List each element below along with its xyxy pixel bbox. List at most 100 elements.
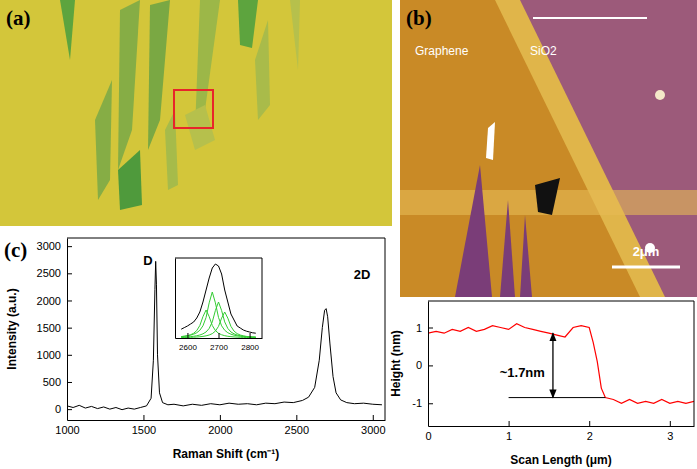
flake (455, 165, 492, 297)
substrate-region (505, 0, 697, 297)
frame (262, 258, 263, 338)
tick-label: 2700 (210, 343, 228, 352)
tick-mark (67, 273, 72, 274)
tick-mark (67, 246, 72, 247)
tick-mark (219, 333, 220, 338)
height-profile-chart: 0123-101Scan Length (μm)Height (nm)~1.7n… (389, 301, 695, 467)
tick: 500 (43, 376, 72, 388)
data-line (181, 312, 256, 338)
flake (165, 110, 178, 190)
tick: 3 (667, 421, 673, 442)
data-line (181, 264, 256, 333)
tick: 2 (587, 421, 593, 442)
region-label: SiO2 (530, 44, 557, 58)
flake (60, 0, 75, 60)
tick-label: 2000 (37, 294, 61, 306)
tick-mark (428, 365, 433, 366)
raman-inset: 2600 2700 2800 (175, 258, 263, 352)
tick-mark (250, 333, 251, 338)
axis-title: Intensity (a.u.) (5, 288, 19, 369)
tick-label: 0 (425, 430, 431, 442)
tick-mark (67, 300, 72, 301)
frame (175, 258, 262, 259)
axis: 2600 2700 2800 (176, 333, 263, 352)
tick-label: 3000 (37, 240, 61, 252)
tick: 2800 (241, 333, 259, 352)
tick-label: 0 (416, 359, 422, 371)
tick-label: 1000 (55, 424, 79, 436)
tick-label: 500 (43, 376, 61, 388)
flake (290, 0, 300, 70)
data-line (181, 302, 256, 337)
tick: 1500 (37, 322, 72, 334)
tick: 2700 (210, 333, 228, 352)
tick-label: 2000 (208, 424, 232, 436)
image-background (400, 0, 697, 297)
tick-mark (143, 415, 144, 420)
tick: 0 (416, 359, 433, 371)
tick-mark (67, 355, 72, 356)
axis: -1 0 1 (412, 302, 433, 427)
panel-label: (c) (4, 238, 27, 262)
tick-mark (428, 328, 433, 329)
axis-line (175, 259, 176, 339)
image-background (0, 0, 392, 226)
flake (118, 150, 142, 210)
particle (486, 122, 495, 160)
frame (694, 301, 695, 426)
tick-label: 0 (55, 403, 61, 415)
region-label: Graphene (415, 44, 469, 58)
tick: 0 (55, 403, 72, 415)
flake (95, 80, 112, 200)
panel-label: (b) (406, 6, 432, 30)
tick-label: 2 (587, 430, 593, 442)
panel-label: (a) (6, 6, 31, 30)
axis: 1000 1500 2000 2500 3000 (55, 415, 385, 436)
tick-mark (296, 415, 297, 420)
tick-mark (670, 421, 671, 426)
tick: 1 (506, 421, 512, 442)
annotation: 2D (354, 267, 371, 282)
axis: 0 500 1000 1500 2000 2500 3000 (37, 239, 72, 421)
tick-label: 3000 (361, 424, 385, 436)
axis-line (429, 426, 695, 427)
tick: 1500 (132, 415, 156, 436)
selection-box (174, 90, 213, 128)
flake (238, 0, 258, 48)
axis-line (428, 302, 429, 427)
profile-line (533, 17, 647, 19)
axis-line (67, 239, 68, 421)
tick-label: 2500 (37, 267, 61, 279)
tick: 2500 (37, 267, 72, 279)
tick: -1 (412, 397, 433, 409)
tick-label: 1 (506, 430, 512, 442)
tick-label: 1 (416, 322, 422, 334)
figure: (a)2μmGrapheneSiO2(b)1000150020002500300… (0, 0, 697, 469)
scale-bar-label: 2μm (633, 244, 660, 259)
tick-label: 1500 (37, 322, 61, 334)
annotation: D (143, 253, 152, 268)
plot-background (175, 258, 262, 338)
tick: 2000 (208, 415, 232, 436)
axis (175, 259, 176, 339)
flake (255, 20, 270, 120)
axis: 0 1 2 3 (425, 421, 694, 442)
tick-mark (67, 328, 72, 329)
axis-line (68, 420, 386, 421)
axis-line (176, 338, 263, 339)
plot-area (428, 324, 694, 404)
raman-chart: 1000 1500 2000 2500 3000 0 500 1000 1500 2000 2500… (5, 238, 386, 461)
edge-band (495, 0, 665, 297)
tick: 2500 (285, 415, 309, 436)
tick-mark (589, 421, 590, 426)
tick-label: 2600 (179, 343, 197, 352)
tick-label: 1000 (37, 349, 61, 361)
tick-mark (67, 382, 72, 383)
height-arrow (552, 333, 553, 397)
tick-label: 2800 (241, 343, 259, 352)
flake (520, 215, 532, 297)
tick: 3000 (361, 415, 385, 436)
reference-line (509, 397, 606, 398)
axis-title: Height (nm) (389, 330, 403, 397)
tick-label: 1500 (132, 424, 156, 436)
